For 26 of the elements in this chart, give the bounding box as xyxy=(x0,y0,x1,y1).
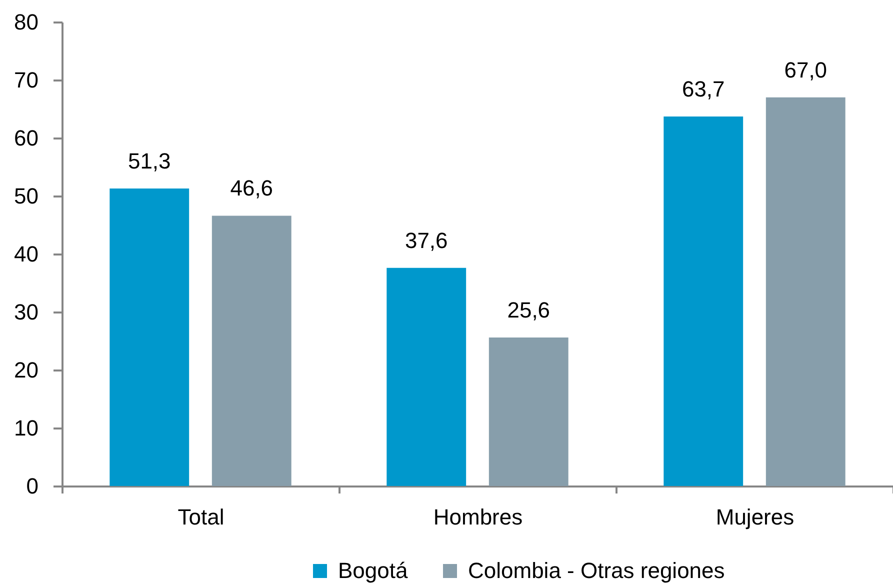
y-tick-label: 60 xyxy=(14,126,38,150)
x-tick-label: Total xyxy=(178,504,224,530)
data-label: 46,6 xyxy=(230,176,274,201)
y-tick-label: 80 xyxy=(14,10,38,34)
data-label: 67,0 xyxy=(784,57,828,82)
legend-label: Bogotá xyxy=(338,558,408,583)
bar xyxy=(212,216,292,486)
bar xyxy=(110,188,190,486)
x-tick-label: Hombres xyxy=(433,504,523,530)
y-tick-label: 0 xyxy=(26,474,38,498)
y-tick-label: 70 xyxy=(14,68,38,92)
bar xyxy=(664,116,744,486)
data-label: 37,6 xyxy=(404,228,448,253)
bar xyxy=(766,97,846,486)
x-tick-label: Mujeres xyxy=(716,504,794,530)
legend-label: Colombia - Otras regiones xyxy=(468,558,725,583)
y-tick-label: 50 xyxy=(14,184,38,208)
y-tick-label: 20 xyxy=(14,358,38,382)
bar xyxy=(488,338,568,486)
y-tick-label: 30 xyxy=(14,300,38,324)
y-tick-label: 40 xyxy=(14,242,38,266)
data-label: 63,7 xyxy=(682,76,725,102)
data-label: 51,3 xyxy=(128,148,171,174)
y-tick-label: 10 xyxy=(14,416,38,440)
data-label: 25,6 xyxy=(507,298,550,323)
bar xyxy=(386,268,466,486)
